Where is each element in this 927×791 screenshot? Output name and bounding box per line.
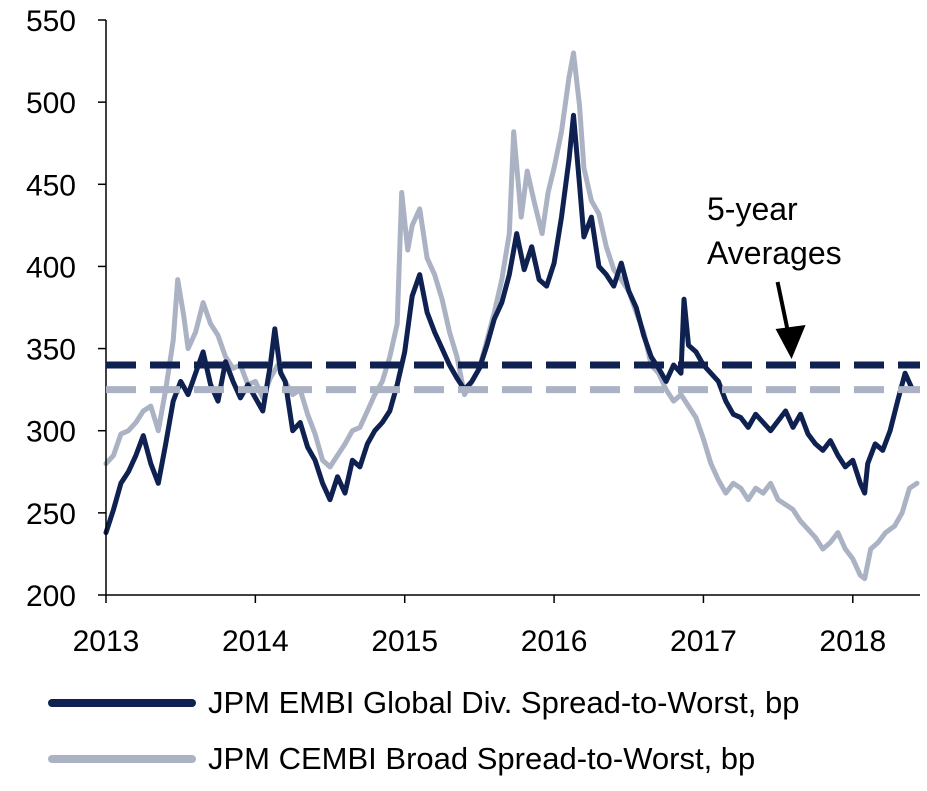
y-tick-label: 550	[26, 5, 76, 38]
y-tick-label: 500	[26, 87, 76, 120]
x-tick-label: 2017	[670, 625, 737, 658]
annotation-line-1: 5-year	[707, 191, 798, 227]
y-tick-label: 300	[26, 416, 76, 449]
series-lines	[103, 50, 920, 582]
legend-label-embi: JPM EMBI Global Div. Spread-to-Worst, bp	[208, 685, 800, 720]
annotation: 5-year Averages	[707, 191, 842, 359]
y-tick-label: 350	[26, 334, 76, 367]
annotation-arrow-head	[775, 325, 806, 359]
legend-item-embi: JPM EMBI Global Div. Spread-to-Worst, bp	[48, 681, 918, 725]
annotation-line-2: Averages	[707, 235, 842, 271]
x-axis-ticks: 2013 2014 2015 2016 2017 2018	[73, 595, 886, 658]
annotation-arrow-shaft	[775, 281, 790, 331]
series-line-cembi	[103, 50, 920, 582]
legend-label-cembi: JPM CEMBI Broad Spread-to-Worst, bp	[208, 741, 756, 776]
x-tick-label: 2014	[222, 625, 289, 658]
x-tick-label: 2013	[73, 625, 140, 658]
average-lines	[106, 361, 920, 394]
x-tick-label: 2016	[521, 625, 588, 658]
legend-swatch-embi	[48, 699, 196, 707]
x-tick-label: 2018	[819, 625, 886, 658]
y-axis-ticks: 200 250 300 350 400 450 500 550	[26, 5, 106, 613]
legend-item-cembi: JPM CEMBI Broad Spread-to-Worst, bp	[48, 737, 918, 781]
y-tick-label: 450	[26, 169, 76, 202]
legend-swatch-cembi	[48, 755, 196, 763]
y-tick-label: 250	[26, 498, 76, 531]
y-tick-label: 400	[26, 251, 76, 284]
y-tick-label: 200	[26, 580, 76, 613]
x-tick-label: 2015	[371, 625, 438, 658]
